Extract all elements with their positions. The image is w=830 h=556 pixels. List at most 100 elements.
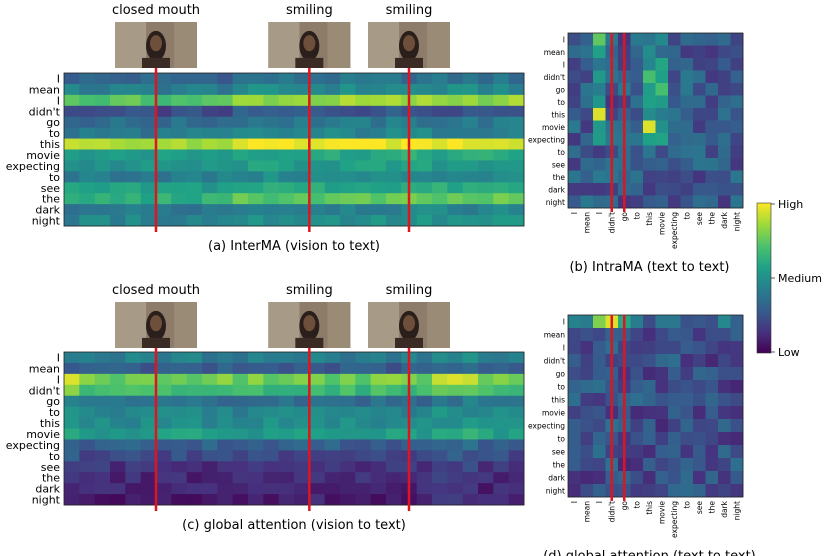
heat-cell <box>64 105 80 118</box>
heat-cell <box>125 494 142 506</box>
heat-cell <box>508 439 525 451</box>
heat-cell <box>705 183 719 196</box>
heat-cell <box>680 108 694 121</box>
heat-cell <box>478 373 494 386</box>
heat-cell <box>79 138 96 150</box>
heat-cell <box>309 352 326 364</box>
heat-cell <box>232 428 249 440</box>
heat-cell <box>94 215 111 227</box>
heat-cell <box>156 472 172 484</box>
heat-cell <box>110 138 126 150</box>
y-tick-label: see <box>552 448 566 457</box>
heat-cell <box>156 417 172 429</box>
heat-cell <box>386 439 402 451</box>
heat-cell <box>478 73 494 85</box>
heat-cell <box>156 138 172 150</box>
heat-cell <box>493 395 510 408</box>
heat-cell <box>386 193 402 205</box>
heat-cell <box>248 138 264 150</box>
heat-cell <box>386 138 402 150</box>
heat-cell <box>94 352 111 364</box>
heat-cell <box>643 354 656 368</box>
heat-cell <box>186 160 203 172</box>
heat-cell <box>186 384 203 397</box>
heat-cell <box>263 362 280 375</box>
heat-cell <box>324 472 341 484</box>
heat-cell <box>248 373 264 386</box>
frame-label: smiling <box>286 3 333 18</box>
heat-cell <box>478 384 494 397</box>
heat-cell <box>432 127 448 139</box>
heat-cell <box>64 193 80 205</box>
heat-cell <box>630 471 644 485</box>
heat-cell <box>294 373 310 386</box>
heat-cell <box>386 373 402 386</box>
heat-cell <box>668 380 681 394</box>
heat-cell <box>340 362 356 375</box>
heat-cell <box>568 458 581 472</box>
heat-cell <box>462 83 479 96</box>
heat-cell <box>294 439 310 451</box>
heat-cell <box>140 138 157 150</box>
heat-cell <box>156 362 172 375</box>
heat-cell <box>263 428 280 440</box>
heat-cell <box>447 215 464 227</box>
heat-cell <box>655 367 669 381</box>
heat-cell <box>355 494 372 506</box>
heat-cell <box>171 127 188 139</box>
heat-cell <box>294 204 310 216</box>
heat-cell <box>64 215 80 227</box>
panel-caption: (c) global attention (vision to text) <box>182 518 406 533</box>
heat-cell <box>643 315 656 329</box>
heat-cell <box>340 352 356 364</box>
heat-cell <box>79 204 96 216</box>
heat-cell <box>508 160 525 172</box>
heat-cell <box>94 494 111 506</box>
heat-cell <box>309 362 326 375</box>
heat-cell <box>202 417 218 429</box>
video-frame-0 <box>115 22 197 68</box>
heat-cell <box>355 406 372 418</box>
heat-cell <box>718 108 731 121</box>
heat-cell <box>478 116 494 129</box>
heat-cell <box>278 362 295 375</box>
heat-cell <box>110 215 126 227</box>
heat-cell <box>416 362 433 375</box>
heat-cell <box>79 494 96 506</box>
x-tick-label: I <box>570 501 579 503</box>
heat-cell <box>110 483 126 495</box>
heat-cell <box>432 373 448 386</box>
x-tick-label: dark <box>720 211 729 228</box>
heat-cell <box>278 352 295 364</box>
heat-cell <box>668 406 681 420</box>
x-tick-label: mean <box>582 501 591 523</box>
heat-cell <box>718 393 731 407</box>
heat-cell <box>668 70 681 84</box>
heat-cell <box>79 193 96 205</box>
heat-cell <box>668 393 681 407</box>
heat-cell <box>432 149 448 161</box>
heat-cell <box>232 439 249 451</box>
heat-cell <box>186 428 203 440</box>
heat-cell <box>324 352 341 364</box>
heat-cell <box>643 183 656 196</box>
heat-cell <box>630 120 644 134</box>
heat-cell <box>462 362 479 375</box>
heat-cell <box>278 83 295 96</box>
heat-cell <box>294 193 310 205</box>
heat-cell <box>593 83 606 96</box>
heat-cell <box>370 116 387 129</box>
heat-cell <box>355 373 372 386</box>
heat-cell <box>324 384 341 397</box>
heat-cell <box>278 483 295 495</box>
heat-cell <box>202 461 218 473</box>
heat-cell <box>447 138 464 150</box>
heat-cell <box>493 171 510 183</box>
heat-cell <box>156 116 172 129</box>
heat-cell <box>94 149 111 161</box>
heat-cell <box>340 472 356 484</box>
heat-cell <box>432 73 448 85</box>
heat-cell <box>416 94 433 107</box>
heat-cell <box>294 149 310 161</box>
heat-cell <box>370 171 387 183</box>
